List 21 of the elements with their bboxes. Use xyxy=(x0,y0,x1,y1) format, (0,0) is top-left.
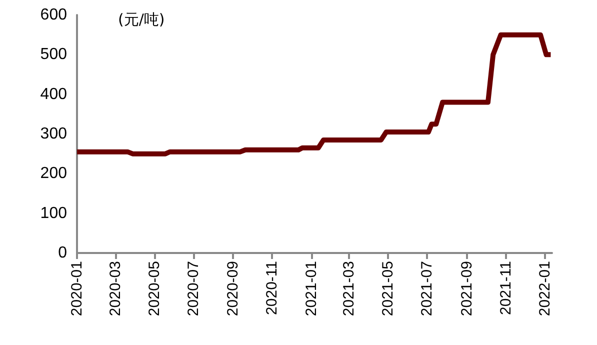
x-tick-label: 2021-11 xyxy=(497,261,514,315)
x-tick-label: 2020-11 xyxy=(264,261,281,315)
x-tick-label: 2021-03 xyxy=(340,261,358,316)
x-tick-label: 2021-01 xyxy=(302,261,320,316)
y-tick-label: 500 xyxy=(40,46,68,64)
x-tick-label: 2020-03 xyxy=(106,261,124,316)
y-axis-title: (元/吨) xyxy=(118,10,165,28)
y-tick-label: 400 xyxy=(40,86,68,103)
x-tick-label: 2020-09 xyxy=(224,261,242,316)
x-tick-label: 2022-01 xyxy=(536,261,554,316)
x-tick-label: 2021-07 xyxy=(418,261,436,316)
x-tick-label: 2021-05 xyxy=(380,261,397,316)
y-tick-label: 200 xyxy=(40,165,68,182)
x-tick-label: 2021-09 xyxy=(458,261,476,316)
y-tick-label: 0 xyxy=(58,244,68,262)
y-tick-label: 600 xyxy=(40,6,68,24)
x-tick-label: 2020-05 xyxy=(146,261,163,316)
x-tick-label: 2020-07 xyxy=(185,261,202,316)
y-tick-label: 100 xyxy=(40,204,68,222)
x-tick-label: 2020-01 xyxy=(68,261,86,316)
y-tick-label: 300 xyxy=(40,126,68,142)
